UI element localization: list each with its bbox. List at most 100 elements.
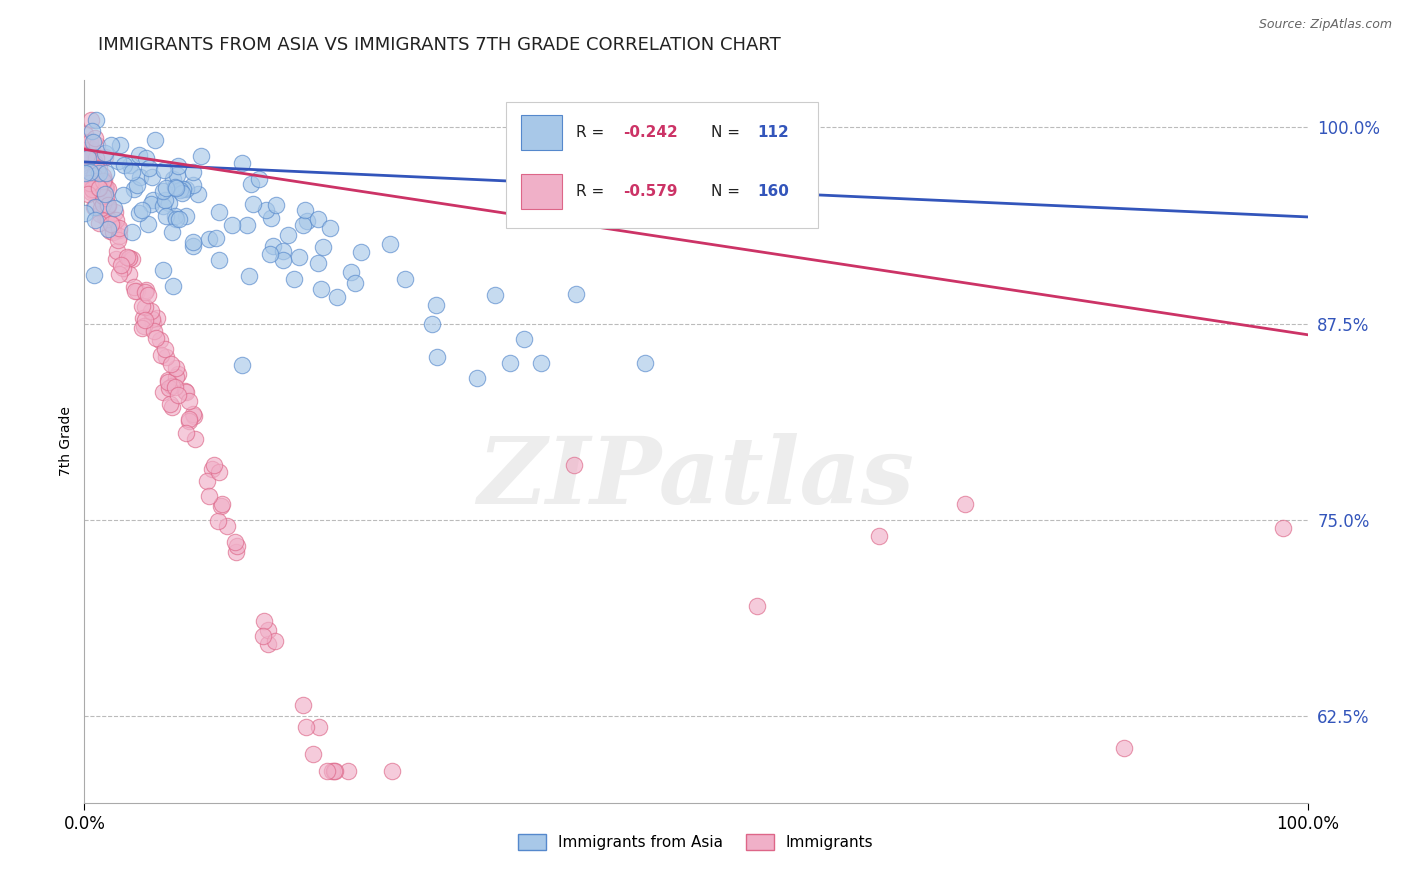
Point <box>159 397 181 411</box>
Point <box>136 287 159 301</box>
Point <box>172 182 194 196</box>
Point <box>1272 521 1295 535</box>
Point <box>181 239 204 253</box>
Point <box>264 198 287 212</box>
Point <box>84 130 107 145</box>
Point <box>91 188 114 202</box>
Point <box>142 324 165 338</box>
Point <box>198 489 221 503</box>
Point <box>224 535 246 549</box>
Point <box>167 388 190 402</box>
Point <box>420 317 443 331</box>
Point <box>84 151 107 165</box>
Point <box>211 497 233 511</box>
Point <box>160 400 183 414</box>
Point <box>231 155 253 169</box>
Point <box>174 384 197 398</box>
Point <box>100 224 122 238</box>
Point <box>277 227 299 242</box>
Point <box>91 174 114 188</box>
Point <box>163 180 186 194</box>
Point <box>262 239 284 253</box>
Point <box>162 172 184 186</box>
Point <box>181 235 204 249</box>
Point <box>77 173 100 187</box>
Point <box>322 764 344 779</box>
Point <box>167 159 190 173</box>
Point <box>80 112 103 127</box>
Legend: Immigrants from Asia, Immigrants: Immigrants from Asia, Immigrants <box>512 829 880 856</box>
Point <box>291 698 314 712</box>
Point <box>259 247 281 261</box>
Point <box>343 276 366 290</box>
Point <box>315 764 337 778</box>
Point <box>207 514 229 528</box>
Point <box>93 201 115 215</box>
Point <box>134 312 156 326</box>
Point <box>312 240 335 254</box>
Point <box>165 380 187 394</box>
Point <box>118 252 141 266</box>
Point <box>292 218 315 232</box>
Point <box>89 182 111 196</box>
Point <box>87 181 110 195</box>
Point <box>157 196 180 211</box>
Point <box>118 251 141 265</box>
Point <box>247 172 270 186</box>
Point <box>90 201 112 215</box>
Point <box>76 165 98 179</box>
Point <box>80 182 103 196</box>
Point <box>121 225 143 239</box>
Point <box>86 162 108 177</box>
Point <box>84 164 107 178</box>
Point <box>94 150 117 164</box>
Point <box>202 458 225 472</box>
Point <box>121 165 143 179</box>
Point <box>134 285 156 299</box>
Point <box>107 222 129 236</box>
Point <box>153 193 176 207</box>
Point <box>160 225 183 239</box>
Point <box>205 230 228 244</box>
Point <box>135 151 157 165</box>
Point <box>156 373 179 387</box>
Point <box>111 260 134 275</box>
Point <box>107 153 129 168</box>
Point <box>122 279 145 293</box>
Point <box>101 225 124 239</box>
Point <box>174 385 197 400</box>
Point <box>94 210 117 224</box>
Text: N =: N = <box>711 125 745 140</box>
Point <box>152 385 174 400</box>
Point <box>254 203 277 218</box>
Point <box>150 348 173 362</box>
Point <box>183 409 205 423</box>
Point <box>91 177 114 191</box>
Text: 112: 112 <box>758 125 789 140</box>
Point <box>79 136 101 150</box>
Point <box>155 350 177 364</box>
Point <box>84 112 107 127</box>
Point <box>238 269 260 284</box>
Point <box>84 200 107 214</box>
Point <box>177 411 200 425</box>
Point <box>90 193 112 207</box>
Point <box>201 461 224 475</box>
Point <box>132 318 155 333</box>
Point <box>94 211 117 225</box>
Point <box>152 199 174 213</box>
Point <box>94 191 117 205</box>
Text: Source: ZipAtlas.com: Source: ZipAtlas.com <box>1258 18 1392 31</box>
Point <box>136 217 159 231</box>
Point <box>157 381 180 395</box>
Point <box>139 304 162 318</box>
Point <box>208 465 231 479</box>
Point <box>253 614 276 628</box>
Point <box>97 199 120 213</box>
Point <box>93 173 115 187</box>
Point <box>323 764 346 779</box>
Point <box>295 213 318 227</box>
Point <box>79 173 101 187</box>
Point <box>79 167 101 181</box>
Point <box>91 169 114 184</box>
